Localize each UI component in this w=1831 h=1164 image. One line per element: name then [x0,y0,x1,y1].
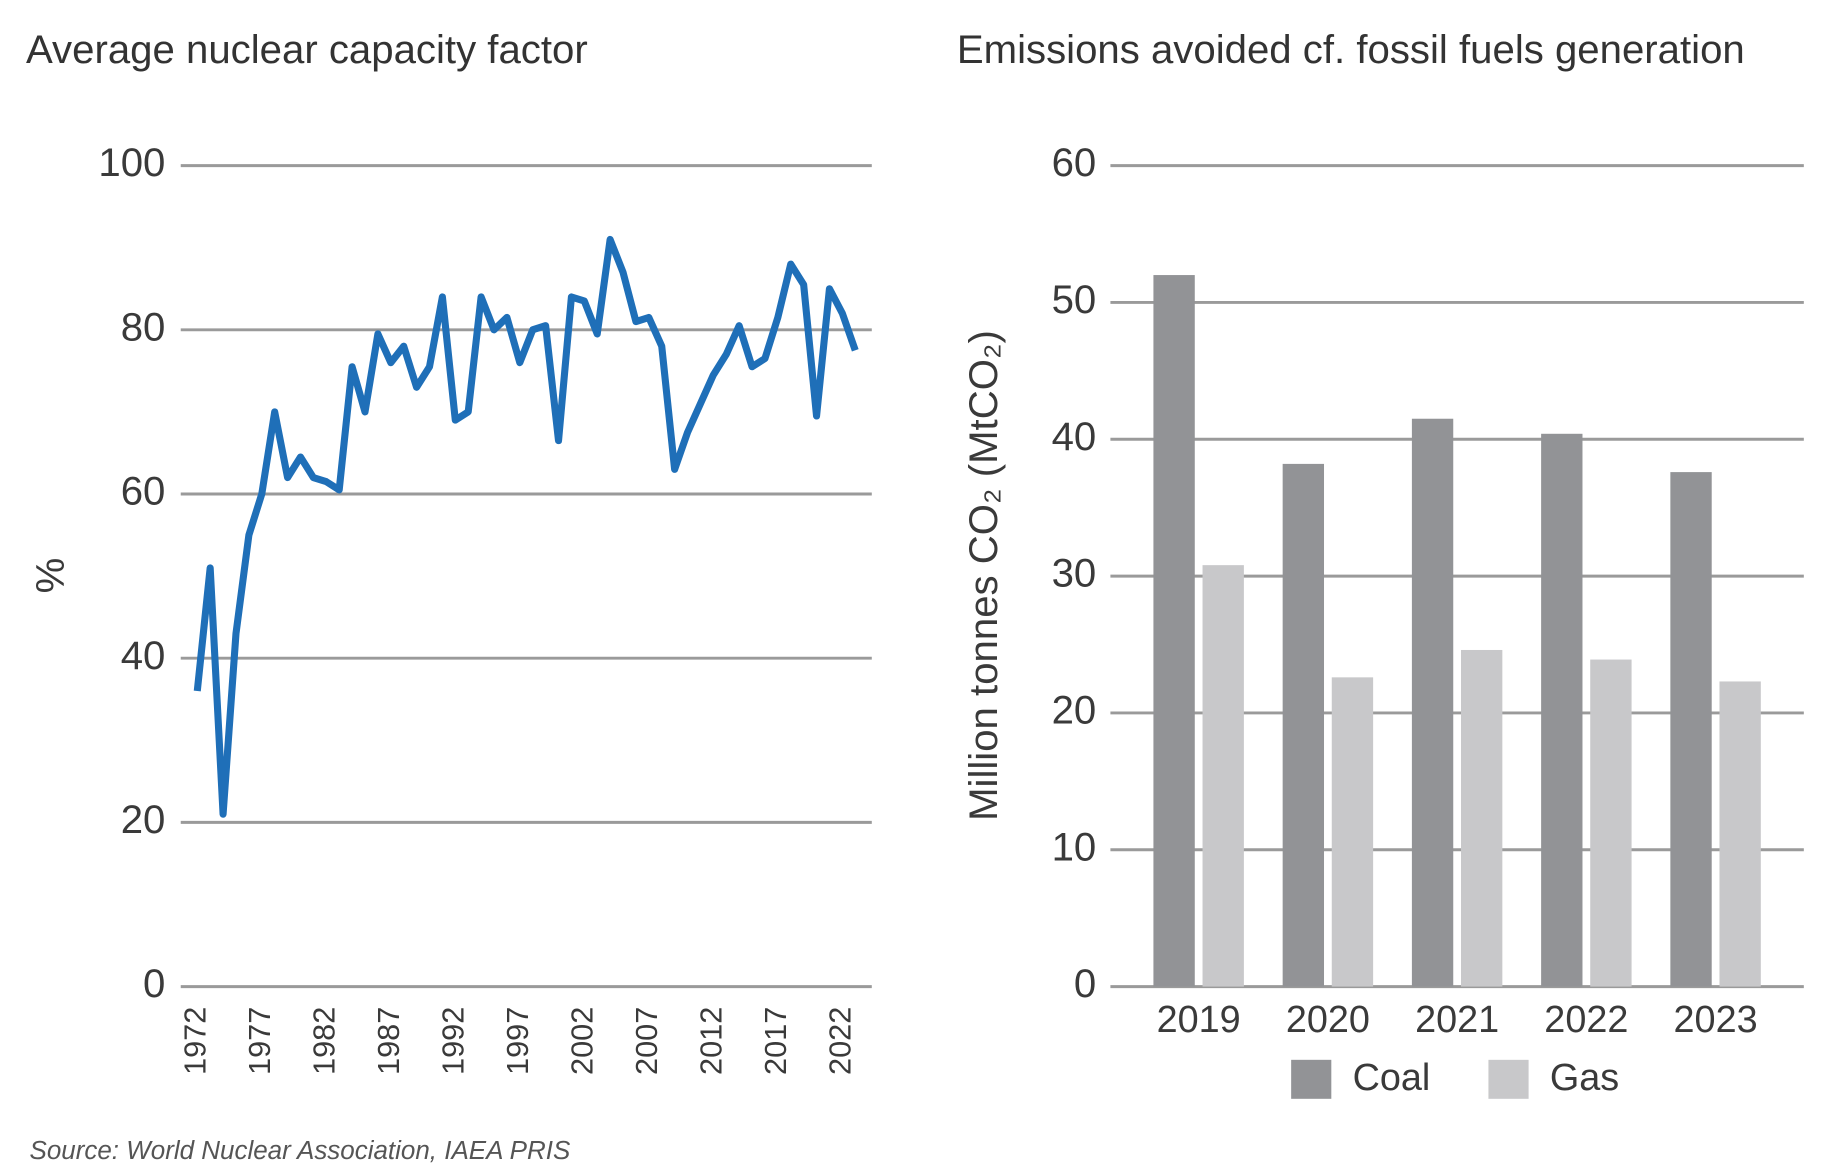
x-tick-label: 2022 [822,1007,857,1075]
x-tick-label: 2023 [1674,999,1758,1041]
y-tick-label: 0 [1074,961,1096,1006]
x-tick-label: 2017 [758,1007,793,1075]
x-tick-label: 1977 [242,1007,277,1075]
x-tick-label: 1972 [177,1007,212,1075]
legend-swatch [1488,1059,1529,1099]
legend-swatch [1291,1059,1332,1099]
bar [1670,472,1712,987]
x-tick-label: 1987 [371,1007,406,1075]
bar [1282,463,1325,987]
bar [1460,649,1503,987]
y-tick-label: 80 [121,304,166,349]
y-tick-label: 0 [143,961,165,1006]
data-line [193,235,859,818]
y-axis-label: % [28,558,73,594]
y-tick-label: 60 [1052,140,1097,185]
x-tick-label: 1992 [435,1007,470,1075]
y-tick-label: 40 [121,633,166,678]
y-tick-label: 100 [98,140,165,185]
x-tick-label: 2002 [564,1007,599,1075]
chart-title: Average nuclear capacity factor [26,27,588,72]
bar [1411,418,1454,987]
bar [1153,275,1195,987]
bar [1331,677,1374,987]
y-tick-label: 20 [121,797,166,842]
x-tick-label: 2022 [1544,999,1628,1041]
y-tick-label: 60 [121,469,166,514]
x-tick-label: 2012 [693,1007,728,1075]
legend-label: Coal [1353,1057,1431,1099]
y-axis-label: Million tonnes CO₂ (MtCO₂) [961,330,1006,821]
source-note: Source: World Nuclear Association, IAEA … [30,1135,571,1164]
x-tick-label: 2007 [629,1007,664,1075]
y-tick-label: 30 [1052,551,1097,596]
y-tick-label: 50 [1052,277,1097,322]
chart-title: Emissions avoided cf. fossil fuels gener… [957,27,1745,72]
x-tick-label: 2020 [1286,999,1370,1041]
y-tick-label: 20 [1052,688,1097,733]
x-tick-label: 2019 [1157,999,1241,1041]
x-tick-label: 1997 [500,1007,535,1075]
x-tick-label: 2021 [1415,999,1499,1041]
bar [1590,659,1632,987]
y-tick-label: 10 [1052,824,1097,869]
bar [1719,681,1761,987]
bar [1541,433,1583,987]
y-tick-label: 40 [1052,414,1097,459]
legend-label: Gas [1550,1057,1619,1099]
bar [1202,565,1244,987]
x-tick-label: 1982 [306,1007,341,1075]
